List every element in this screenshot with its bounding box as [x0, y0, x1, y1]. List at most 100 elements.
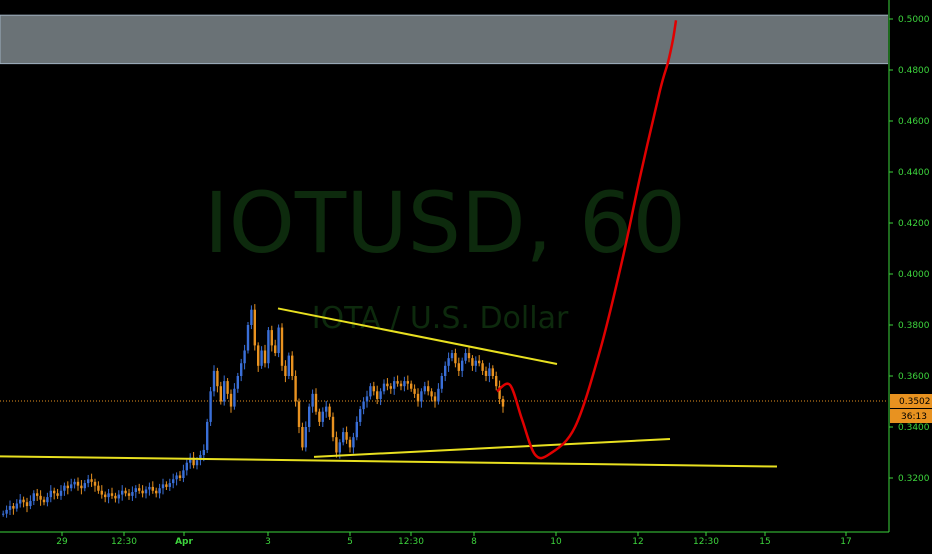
candle [83, 483, 86, 489]
candle [386, 383, 389, 387]
projection-curve[interactable] [496, 20, 678, 460]
candle [63, 485, 66, 491]
candle [76, 481, 80, 486]
trendline-2[interactable] [313, 437, 671, 458]
candle [413, 388, 416, 394]
watermark-description: IOTA / U.S. Dollar [312, 301, 569, 336]
candle [440, 376, 443, 389]
candle [318, 411, 321, 422]
candle [454, 353, 457, 364]
candle [294, 376, 297, 402]
candle [416, 393, 420, 402]
candle [314, 393, 318, 412]
candle [423, 386, 426, 392]
candle [127, 493, 131, 496]
candle [148, 486, 151, 490]
x-tick-label: Apr [175, 537, 193, 547]
candle [138, 488, 141, 491]
candle [348, 439, 352, 448]
candle [450, 353, 454, 359]
candle [182, 470, 185, 478]
candle [471, 358, 474, 366]
time-axis[interactable] [0, 531, 932, 550]
candle [93, 481, 97, 486]
candle [46, 497, 49, 503]
x-tick-label: 10 [550, 537, 562, 547]
candle [212, 370, 216, 392]
y-tick-label: 0.3800 [898, 321, 930, 331]
candle [284, 365, 287, 376]
x-tick-label: 12 [632, 537, 643, 547]
candle [263, 350, 267, 364]
countdown-tag-bg [890, 409, 932, 423]
candle [165, 484, 168, 487]
candle [199, 455, 202, 461]
candle [104, 494, 107, 498]
candle [107, 493, 110, 498]
y-tick-label: 0.4000 [898, 270, 930, 280]
x-tick-label: 29 [56, 537, 68, 547]
candle [53, 490, 56, 494]
y-tick-label: 0.5000 [898, 15, 930, 25]
trendline-1[interactable] [277, 307, 558, 365]
candle [393, 381, 396, 389]
candle [379, 391, 382, 399]
candle [437, 388, 440, 402]
candle [39, 495, 42, 500]
candle [219, 386, 222, 402]
candle [359, 409, 362, 422]
trendline-3[interactable] [0, 455, 778, 468]
candle [491, 368, 494, 376]
candle [66, 485, 69, 489]
x-tick-label: 8 [471, 537, 477, 547]
candle [32, 493, 35, 501]
candle [376, 391, 379, 399]
x-tick-label: 12:30 [693, 537, 719, 547]
candle [2, 513, 5, 515]
y-tick-label: 0.4800 [898, 66, 930, 76]
candle [345, 432, 348, 440]
candle [474, 360, 477, 366]
candle [209, 391, 212, 422]
candle [270, 330, 273, 346]
candle [338, 442, 341, 453]
candle [168, 483, 171, 487]
candle [36, 493, 39, 496]
candle [406, 381, 409, 384]
y-tick-label: 0.3200 [898, 474, 930, 484]
candle [369, 386, 372, 397]
candle [410, 383, 413, 389]
candle [158, 488, 161, 494]
candle [151, 486, 154, 491]
candle [335, 437, 338, 453]
candle [321, 411, 324, 422]
candle [253, 309, 256, 346]
candle [311, 393, 314, 407]
y-tick-label: 0.3400 [898, 423, 930, 433]
candle [42, 499, 46, 503]
candle [110, 493, 114, 496]
candle [447, 358, 450, 366]
candle [501, 398, 505, 407]
candle [80, 485, 83, 489]
candle [464, 353, 467, 361]
candle [131, 492, 134, 496]
candle [114, 495, 117, 499]
candle [301, 427, 304, 448]
x-tick-label: 17 [840, 537, 851, 547]
candle [257, 345, 260, 366]
candle [467, 353, 471, 359]
candle [141, 490, 144, 494]
x-tick-label: 12:30 [398, 537, 424, 547]
price-axis[interactable] [888, 0, 932, 532]
candle [365, 396, 369, 402]
candle [195, 460, 199, 466]
candle [246, 325, 250, 351]
candle [49, 490, 52, 498]
candle [488, 368, 491, 376]
candle [260, 350, 263, 366]
candle [223, 381, 226, 402]
candle [484, 370, 488, 376]
